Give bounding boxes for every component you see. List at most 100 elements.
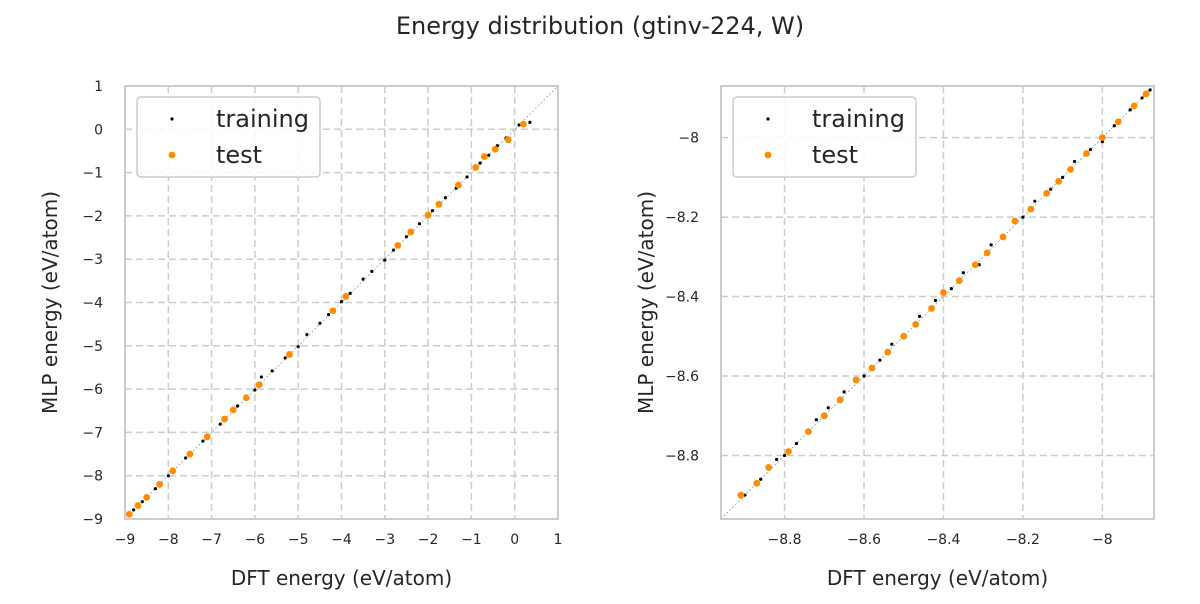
training-point [517,123,521,127]
training-point [487,153,491,157]
training-point [842,390,846,394]
y-tick-label: −4 [82,296,103,312]
training-point [478,161,482,165]
test-point [940,289,947,296]
test-point [1098,134,1106,142]
training-point [1021,215,1025,219]
training-point [759,477,763,481]
x-tick-label: −8.4 [926,532,960,548]
test-point [1130,102,1138,110]
plot-frame [124,85,559,520]
y-tick-label: −7 [82,425,103,441]
left-panel: −9 −8 −7 −6 −5 −4 −3 −2 −1 0 1 −9 −8 −7 −6 −5 −4 −3 −2 −1 0 1… [38,79,562,590]
test-point [504,136,512,144]
y-tick-label: 0 [94,122,103,138]
training-point [933,298,938,303]
training-point [235,404,240,408]
training-point [961,271,965,275]
test-point [971,261,979,269]
y-tick-label: −5 [82,339,103,355]
y-tick-label: −2 [82,209,103,225]
training-point [218,422,222,426]
test-point [1114,118,1122,126]
test-point [785,448,792,455]
x-tick-label: −3 [374,532,395,548]
y-tick-label: −9 [82,512,103,528]
x-tick-label: −8 [1092,532,1113,548]
test-point [125,510,133,518]
test-point [229,406,237,414]
training-point [1140,96,1144,100]
chart-title: Energy distribution (gtinv-224, W) [396,12,804,40]
x-tick-label: −8 [158,532,179,548]
training-point [348,291,352,296]
test-point [480,153,488,160]
training-point [270,369,274,373]
training-point [132,508,136,512]
test-point [737,491,745,499]
test-point [1027,205,1035,213]
test-point [491,145,499,153]
training-point [989,243,993,247]
x-tick-label: −9 [115,532,136,548]
test-point [804,428,812,436]
test-point [221,415,228,423]
test-point [900,332,908,340]
training-point [201,439,205,443]
test-point [156,480,164,488]
right-panel: −8.8 −8.6 −8.4 −8.2 −8 −8.8 −8.6 −8.4 −8.2 −8 DFT … [634,85,1155,590]
training-point [296,345,300,349]
training-point [528,120,532,124]
series-test [737,90,1150,499]
training-point [1088,147,1093,152]
training-point [862,374,866,378]
training-point [949,286,954,291]
training-point [253,388,257,392]
y-tick-label: −1 [82,166,103,182]
training-point [391,248,396,252]
training-point [890,342,894,346]
legend: training test [136,96,321,178]
test-point [134,502,142,509]
training-point [140,500,144,504]
x-tick-label: −6 [245,532,266,548]
test-point [169,467,177,475]
test-point [884,348,892,356]
training-point [283,356,287,360]
test-point [455,181,462,189]
training-point [404,235,409,239]
test-point [999,233,1007,241]
y-tick-label: −3 [82,252,103,268]
training-point [361,277,365,281]
test-point [1011,217,1019,225]
test-point [836,396,844,404]
training-point [826,406,830,410]
x-tick-label: −4 [331,532,352,548]
training-point [878,358,882,362]
x-tick-label: −7 [201,532,222,548]
test-point [186,450,194,458]
test-point [753,479,761,487]
training-point [1072,159,1077,164]
training-point [443,196,448,200]
test-point [329,307,337,315]
training-point [417,222,422,226]
training-point [166,474,170,478]
training-point [305,332,309,337]
x-axis-label: DFT energy (eV/atom) [827,566,1048,590]
series-test [125,120,527,518]
test-point [765,463,773,471]
x-axis-label: DFT energy (eV/atom) [231,566,452,590]
training-point [1061,175,1065,179]
test-point [143,493,151,501]
x-tick-label: −2 [418,532,439,548]
x-tick-label: −1 [461,532,482,548]
x-tick-label: −5 [288,532,309,548]
y-tick-label: −8.4 [665,290,699,306]
training-point [318,321,322,325]
training-point [326,313,331,317]
test-point [1043,189,1051,197]
test-point [342,293,350,300]
test-point [820,412,828,420]
training-point [1128,108,1132,112]
